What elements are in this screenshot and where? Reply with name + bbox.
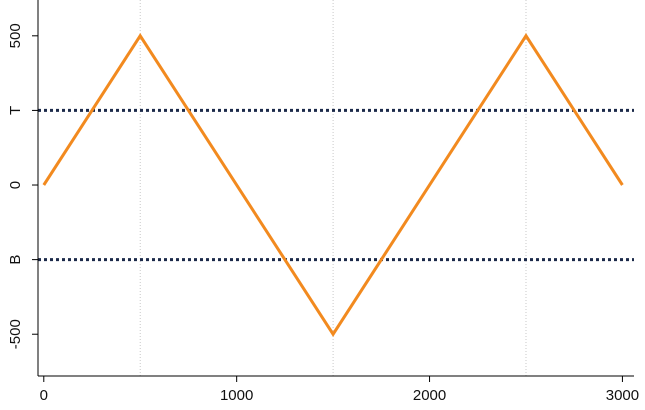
series-line (42, 33, 624, 337)
y-tick-label: T (7, 106, 24, 115)
y-tick-label: B (7, 255, 24, 265)
reference-lines (38, 108, 634, 262)
vertical-gridlines (139, 0, 527, 376)
x-tick-label: 0 (40, 387, 48, 404)
x-tick-label: 1000 (220, 387, 253, 404)
series-lines (42, 33, 624, 337)
x-tick-label: 3000 (606, 387, 639, 404)
x-axis-ticks: 0 1000 2000 3000 (40, 376, 639, 404)
y-tick-label: 0 (7, 181, 24, 189)
axes (37, 0, 634, 377)
y-axis-ticks: 500 T 0 B -500 (7, 23, 38, 349)
y-tick-label: 500 (7, 23, 24, 48)
x-tick-label: 2000 (413, 387, 446, 404)
y-tick-label: -500 (7, 319, 24, 349)
